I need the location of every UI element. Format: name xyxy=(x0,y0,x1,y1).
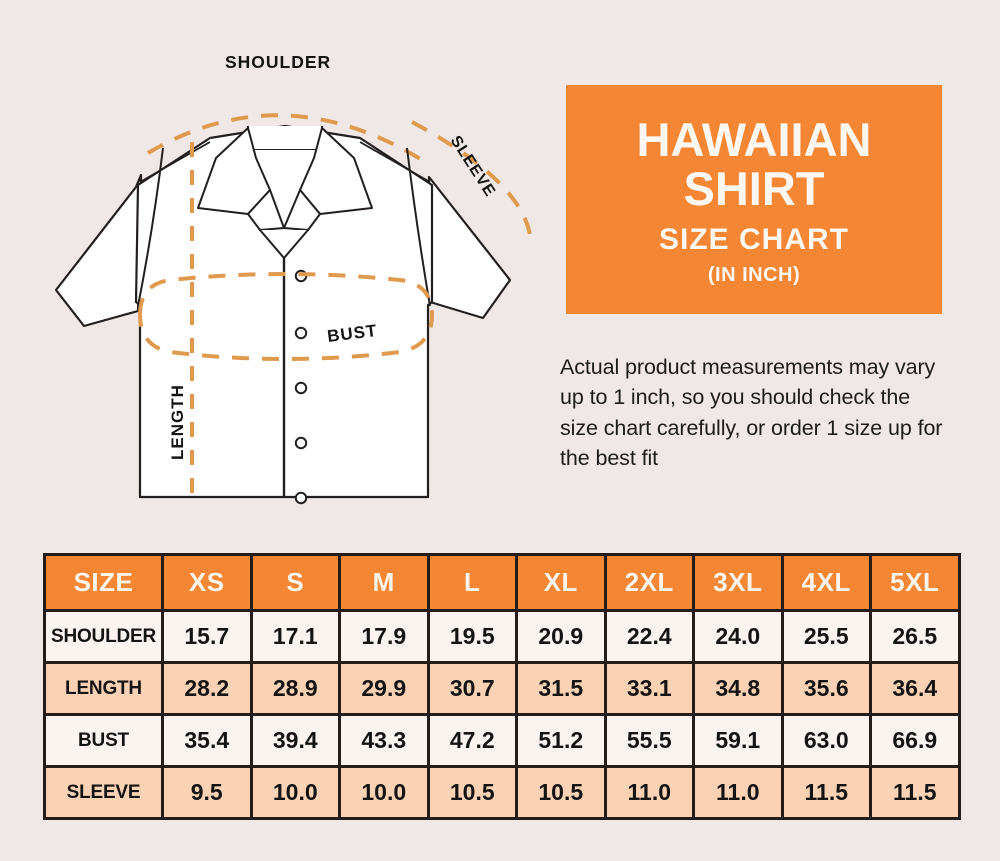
row-label-shoulder: SHOULDER xyxy=(43,609,164,664)
shoulder-label: SHOULDER xyxy=(225,52,331,72)
shirt-left-sleeve xyxy=(54,173,143,328)
cell-sleeve-4xl: 11.5 xyxy=(780,765,872,820)
header-4xl: 4XL xyxy=(780,553,872,612)
title-unit: (IN INCH) xyxy=(707,263,801,286)
cell-bust-xl: 51.2 xyxy=(515,713,607,768)
cell-shoulder-3xl: 24.0 xyxy=(692,609,784,664)
shirt-button xyxy=(294,491,308,505)
cell-shoulder-xl: 20.9 xyxy=(515,609,607,664)
row-label-bust: BUST xyxy=(43,713,164,768)
table-row: LENGTH 28.2 28.9 29.9 30.7 31.5 33.1 34.… xyxy=(43,661,961,716)
cell-length-xs: 28.2 xyxy=(161,661,253,716)
header-xl: XL xyxy=(515,553,607,612)
cell-bust-xs: 35.4 xyxy=(161,713,253,768)
table-row: SLEEVE 9.5 10.0 10.0 10.5 10.5 11.0 11.0… xyxy=(43,765,961,820)
cell-sleeve-xs: 9.5 xyxy=(161,765,253,820)
header-xs: XS xyxy=(161,553,253,612)
shirt-button xyxy=(294,381,308,395)
cell-shoulder-l: 19.5 xyxy=(426,609,518,664)
cell-shoulder-5xl: 26.5 xyxy=(869,609,961,664)
cell-sleeve-l: 10.5 xyxy=(426,765,518,820)
shirt-right-sleeve xyxy=(427,175,512,320)
shirt-left-shoulder-seam xyxy=(139,141,211,183)
cell-shoulder-2xl: 22.4 xyxy=(603,609,695,664)
cell-sleeve-5xl: 11.5 xyxy=(869,765,961,820)
cell-length-l: 30.7 xyxy=(426,661,518,716)
table-header-row: SIZE XS S M L XL 2XL 3XL 4XL 5XL xyxy=(43,553,961,612)
cell-sleeve-xl: 10.5 xyxy=(515,765,607,820)
cell-shoulder-s: 17.1 xyxy=(249,609,341,664)
table-row: SHOULDER 15.7 17.1 17.9 19.5 20.9 22.4 2… xyxy=(43,609,961,664)
bust-guide-ellipse xyxy=(137,272,435,361)
table-row: BUST 35.4 39.4 43.3 47.2 51.2 55.5 59.1 … xyxy=(43,713,961,768)
shirt-button xyxy=(294,326,308,340)
cell-sleeve-s: 10.0 xyxy=(249,765,341,820)
cell-length-4xl: 35.6 xyxy=(780,661,872,716)
cell-length-5xl: 36.4 xyxy=(869,661,961,716)
shoulder-guide-arc xyxy=(146,113,432,167)
header-size: SIZE xyxy=(43,553,164,612)
cell-bust-m: 43.3 xyxy=(338,713,430,768)
cell-length-2xl: 33.1 xyxy=(603,661,695,716)
cell-bust-s: 39.4 xyxy=(249,713,341,768)
cell-bust-3xl: 59.1 xyxy=(692,713,784,768)
header-2xl: 2XL xyxy=(603,553,695,612)
title-hawaiian: HAWAIIAN xyxy=(636,113,872,167)
size-chart-table: SIZE XS S M L XL 2XL 3XL 4XL 5XL SHOULDE… xyxy=(43,553,961,820)
title-size-chart: SIZE CHART xyxy=(659,222,849,256)
title-shirt: SHIRT xyxy=(683,162,825,216)
cell-sleeve-m: 10.0 xyxy=(338,765,430,820)
title-panel: HAWAIIAN SHIRT SIZE CHART (IN INCH) xyxy=(566,85,942,314)
header-s: S xyxy=(249,553,341,612)
cell-length-3xl: 34.8 xyxy=(692,661,784,716)
shirt-left-armhole-seam xyxy=(137,147,164,307)
cell-bust-2xl: 55.5 xyxy=(603,713,695,768)
shirt-neck-band xyxy=(247,126,323,151)
row-label-length: LENGTH xyxy=(43,661,164,716)
cell-length-m: 29.9 xyxy=(338,661,430,716)
cell-length-s: 28.9 xyxy=(249,661,341,716)
cell-bust-4xl: 63.0 xyxy=(780,713,872,768)
cell-shoulder-4xl: 25.5 xyxy=(780,609,872,664)
cell-sleeve-2xl: 11.0 xyxy=(603,765,695,820)
cell-shoulder-m: 17.9 xyxy=(338,609,430,664)
cell-bust-5xl: 66.9 xyxy=(869,713,961,768)
cell-shoulder-xs: 15.7 xyxy=(161,609,253,664)
shirt-button xyxy=(294,436,308,450)
shirt-right-armhole-seam xyxy=(406,147,431,307)
shirt-illustration: SHOULDER SLEEVE BUST LENGTH xyxy=(20,30,550,530)
sleeve-guide-arc xyxy=(411,120,532,236)
sleeve-label: SLEEVE xyxy=(447,133,499,200)
measurement-note: Actual product measurements may vary up … xyxy=(560,354,943,471)
header-5xl: 5XL xyxy=(869,553,961,612)
shirt-right-shoulder-seam xyxy=(359,141,431,183)
size-chart-table-wrap: SIZE XS S M L XL 2XL 3XL 4XL 5XL SHOULDE… xyxy=(43,553,961,820)
cell-bust-l: 47.2 xyxy=(426,713,518,768)
row-label-sleeve: SLEEVE xyxy=(43,765,164,820)
shirt-lapel-right xyxy=(283,189,321,231)
cell-sleeve-3xl: 11.0 xyxy=(692,765,784,820)
length-label: LENGTH xyxy=(168,384,187,460)
header-3xl: 3XL xyxy=(692,553,784,612)
cell-length-xl: 31.5 xyxy=(515,661,607,716)
header-l: L xyxy=(426,553,518,612)
header-m: M xyxy=(338,553,430,612)
